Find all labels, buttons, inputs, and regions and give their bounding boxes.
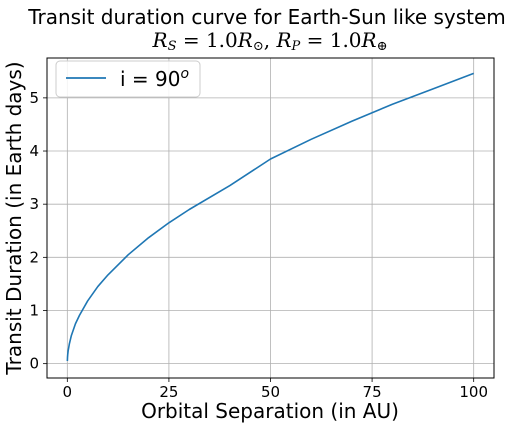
legend-label-sup: o xyxy=(180,66,189,82)
y-tick-label: 0 xyxy=(29,355,39,373)
subtitle-rs-sub: S xyxy=(168,39,177,54)
legend: i = 90o xyxy=(55,60,201,98)
y-tick-label: 3 xyxy=(29,195,39,213)
x-tick-label: 50 xyxy=(261,383,280,401)
legend-frame xyxy=(55,60,201,98)
grid xyxy=(47,58,494,378)
subtitle-rs-symbol: R xyxy=(152,28,168,52)
subtitle-rs-unit: R xyxy=(237,28,253,52)
chart-subtitle: RS = 1.0R⊙, RP = 1.0R⊕ xyxy=(152,28,388,54)
y-tick-label: 5 xyxy=(29,89,39,107)
subtitle-rp-symbol: R xyxy=(275,28,291,52)
subtitle-rp-unit-sub: ⊕ xyxy=(377,39,388,54)
subtitle-rs-value: = 1.0 xyxy=(176,28,237,52)
series-line xyxy=(66,72,474,362)
chart-title: Transit duration curve for Earth-Sun lik… xyxy=(27,5,506,29)
subtitle-rp-unit: R xyxy=(361,28,377,52)
x-axis-label: Orbital Separation (in AU) xyxy=(141,399,399,423)
y-axis-label: Transit Duration (in Earth days) xyxy=(2,61,26,375)
subtitle-rp-sub: P xyxy=(291,39,301,54)
series-layer xyxy=(66,72,474,362)
x-tick-label: 75 xyxy=(363,383,382,401)
y-tick-label: 2 xyxy=(29,248,39,266)
legend-label-text: i = 90 xyxy=(120,67,180,91)
legend-label: i = 90o xyxy=(120,66,189,91)
subtitle-rp-value: = 1.0 xyxy=(300,28,361,52)
subtitle-separator: , xyxy=(264,28,277,52)
y-tick-label: 1 xyxy=(29,301,39,319)
x-tick-label: 0 xyxy=(63,383,73,401)
ticks: 0 25 50 75 100 0 1 2 3 4 5 xyxy=(29,89,488,401)
x-tick-label: 100 xyxy=(459,383,488,401)
y-tick-label: 4 xyxy=(29,142,39,160)
x-tick-label: 25 xyxy=(159,383,178,401)
subtitle-rs-unit-sub: ⊙ xyxy=(253,39,264,54)
